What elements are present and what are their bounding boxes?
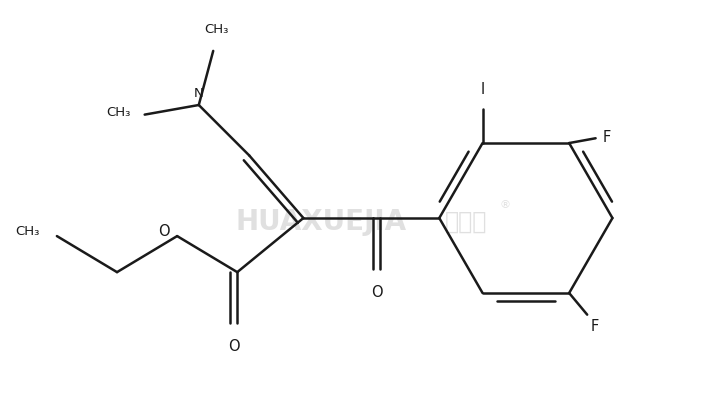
Text: O: O bbox=[370, 285, 382, 300]
Text: 化学加: 化学加 bbox=[444, 210, 487, 234]
Text: ®: ® bbox=[500, 200, 511, 210]
Text: F: F bbox=[591, 319, 599, 334]
Text: CH₃: CH₃ bbox=[15, 225, 40, 238]
Text: CH₃: CH₃ bbox=[205, 24, 229, 36]
Text: F: F bbox=[602, 130, 611, 144]
Text: N: N bbox=[194, 87, 204, 100]
Text: O: O bbox=[158, 224, 170, 239]
Text: HUAXUEJIA: HUAXUEJIA bbox=[236, 208, 407, 236]
Text: O: O bbox=[228, 340, 240, 354]
Text: CH₃: CH₃ bbox=[106, 106, 130, 119]
Text: I: I bbox=[480, 82, 484, 97]
